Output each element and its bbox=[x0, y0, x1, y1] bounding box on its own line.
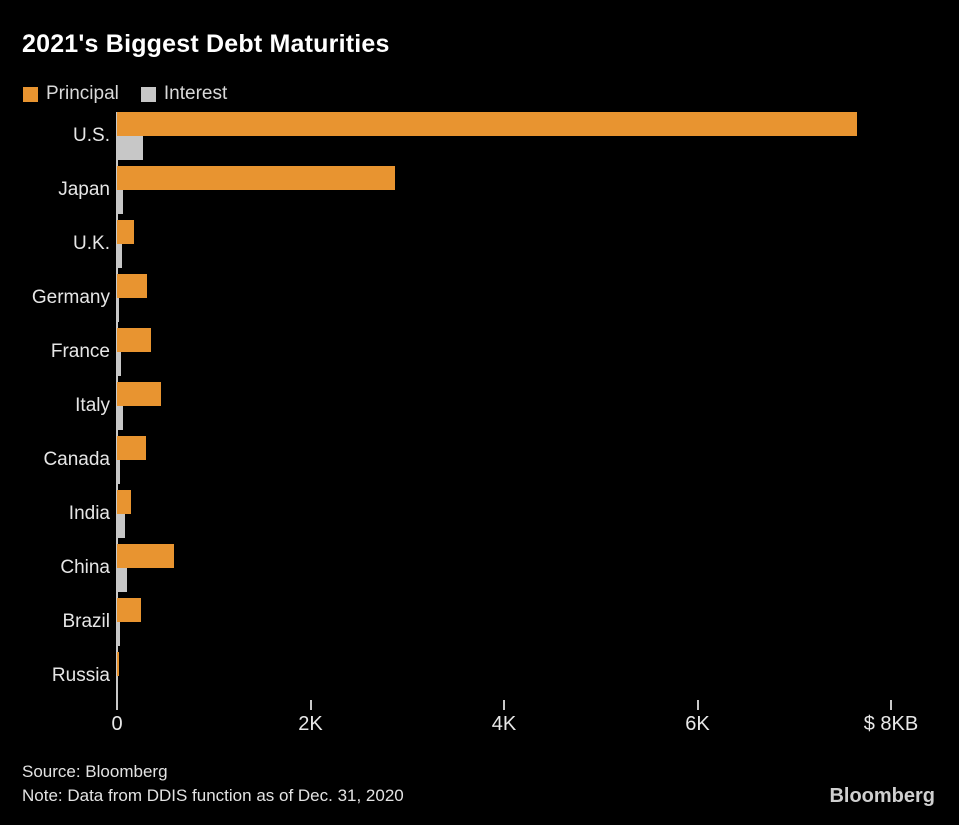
principal-bar bbox=[117, 274, 147, 298]
interest-bar bbox=[117, 622, 120, 646]
bloomberg-logo: Bloomberg bbox=[829, 785, 935, 807]
category-label: France bbox=[50, 341, 110, 362]
interest-bar bbox=[117, 460, 120, 484]
x-axis-tick bbox=[309, 700, 312, 710]
bar-row: Brazil bbox=[0, 598, 959, 646]
principal-bar bbox=[117, 112, 857, 136]
interest-bar bbox=[117, 136, 143, 160]
interest-bar bbox=[117, 190, 123, 214]
bar-row: Italy bbox=[0, 382, 959, 430]
bar-row: Canada bbox=[0, 436, 959, 484]
x-axis-tick-label: 0 bbox=[111, 713, 123, 735]
source-text: Source: Bloomberg bbox=[22, 762, 168, 781]
category-label: Italy bbox=[75, 395, 110, 416]
chart-title: 2021's Biggest Debt Maturities bbox=[22, 30, 390, 58]
bar-row: Japan bbox=[0, 166, 959, 214]
plot-area: U.S. Japan U.K. Germany France Italy Canada Ind… bbox=[0, 112, 959, 757]
bar-row: U.K. bbox=[0, 220, 959, 268]
principal-bar bbox=[117, 166, 395, 190]
category-label: Brazil bbox=[62, 611, 110, 632]
bar-row: U.S. bbox=[0, 112, 959, 160]
principal-bar bbox=[117, 490, 131, 514]
principal-swatch-icon bbox=[23, 86, 38, 102]
principal-bar bbox=[117, 328, 151, 352]
chart-footer: Source: Bloomberg Note: Data from DDIS f… bbox=[22, 760, 404, 808]
principal-bar bbox=[117, 382, 161, 406]
category-label: Canada bbox=[43, 449, 110, 470]
category-label: U.S. bbox=[73, 125, 110, 146]
interest-bar bbox=[117, 298, 119, 322]
bar-row: China bbox=[0, 544, 959, 592]
principal-bar bbox=[117, 544, 174, 568]
principal-bar bbox=[117, 652, 119, 676]
principal-bar bbox=[117, 436, 146, 460]
category-label: U.K. bbox=[73, 233, 110, 254]
category-label: Germany bbox=[31, 287, 110, 308]
legend-item-principal: Principal bbox=[23, 83, 119, 105]
x-axis-tick-label: 6K bbox=[685, 713, 710, 735]
interest-bar bbox=[117, 568, 127, 592]
category-label: Russia bbox=[51, 665, 110, 686]
x-axis-tick bbox=[503, 700, 505, 710]
bar-row: France bbox=[0, 328, 959, 376]
x-axis-tick-label: $ 8KB bbox=[863, 713, 919, 735]
principal-bar bbox=[117, 598, 141, 622]
note-text: Note: Data from DDIS function as of Dec.… bbox=[22, 786, 404, 805]
bar-row: Russia bbox=[0, 652, 959, 700]
interest-bar bbox=[117, 352, 121, 376]
interest-bar bbox=[117, 514, 125, 538]
x-axis-tick-label: 4K bbox=[491, 713, 517, 735]
category-label: China bbox=[60, 557, 110, 578]
x-axis-tick bbox=[890, 700, 892, 710]
x-axis-tick bbox=[696, 700, 699, 710]
legend: Principal Interest bbox=[23, 83, 227, 105]
interest-bar bbox=[117, 676, 118, 700]
legend-item-interest: Interest bbox=[140, 83, 228, 105]
x-axis-tick-label: 2K bbox=[298, 713, 323, 735]
legend-interest-label: Interest bbox=[163, 83, 228, 104]
principal-bar bbox=[117, 220, 134, 244]
category-label: Japan bbox=[58, 179, 110, 200]
legend-principal-label: Principal bbox=[46, 83, 119, 104]
interest-swatch-icon bbox=[140, 86, 156, 102]
category-label: India bbox=[68, 503, 110, 524]
bar-row: Germany bbox=[0, 274, 959, 322]
interest-bar bbox=[117, 406, 123, 430]
bar-row: India bbox=[0, 490, 959, 538]
interest-bar bbox=[117, 244, 122, 268]
